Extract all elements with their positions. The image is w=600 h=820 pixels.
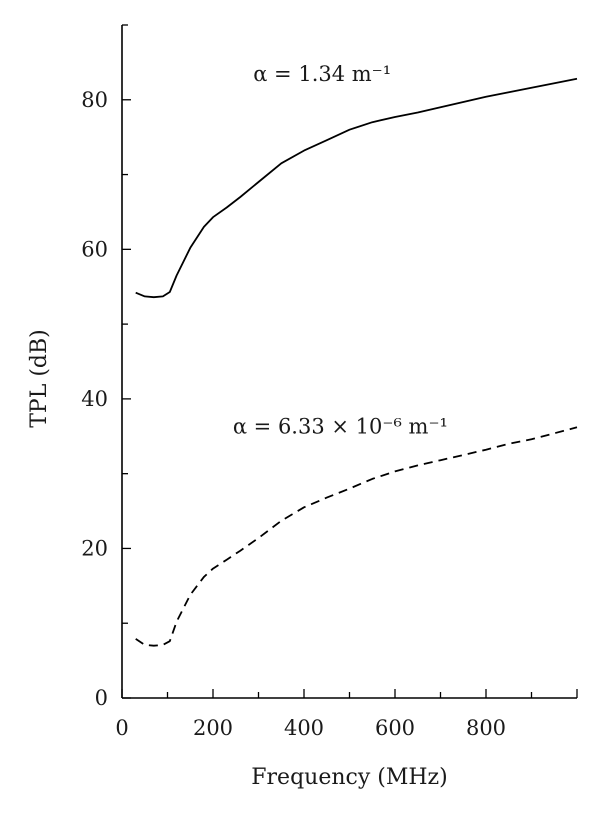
x-tick-label: 200 [193,716,233,740]
x-tick-label: 600 [375,716,415,740]
x-axis-title: Frequency (MHz) [251,765,447,790]
solid-series-line [135,77,578,299]
x-tick-label: 800 [466,716,506,740]
x-tick-label: 0 [115,716,128,740]
y-tick-label: 60 [81,237,108,261]
y-tick-label: 0 [95,686,108,710]
dashed-series-line [135,426,578,647]
annotation-alpha-1: α = 1.34 m⁻¹ [253,62,391,86]
y-axis-title: TPL (dB) [27,329,52,428]
x-tick-label: 400 [284,716,324,740]
y-tick-label: 40 [81,387,108,411]
annotation-alpha-2: α = 6.33 × 10⁻⁶ m⁻¹ [233,414,448,438]
y-tick-label: 20 [81,536,108,560]
y-tick-label: 80 [81,88,108,112]
